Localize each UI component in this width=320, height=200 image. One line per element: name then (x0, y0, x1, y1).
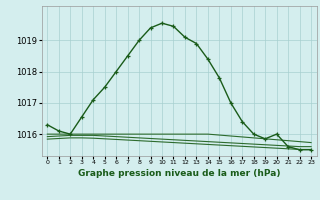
X-axis label: Graphe pression niveau de la mer (hPa): Graphe pression niveau de la mer (hPa) (78, 169, 280, 178)
